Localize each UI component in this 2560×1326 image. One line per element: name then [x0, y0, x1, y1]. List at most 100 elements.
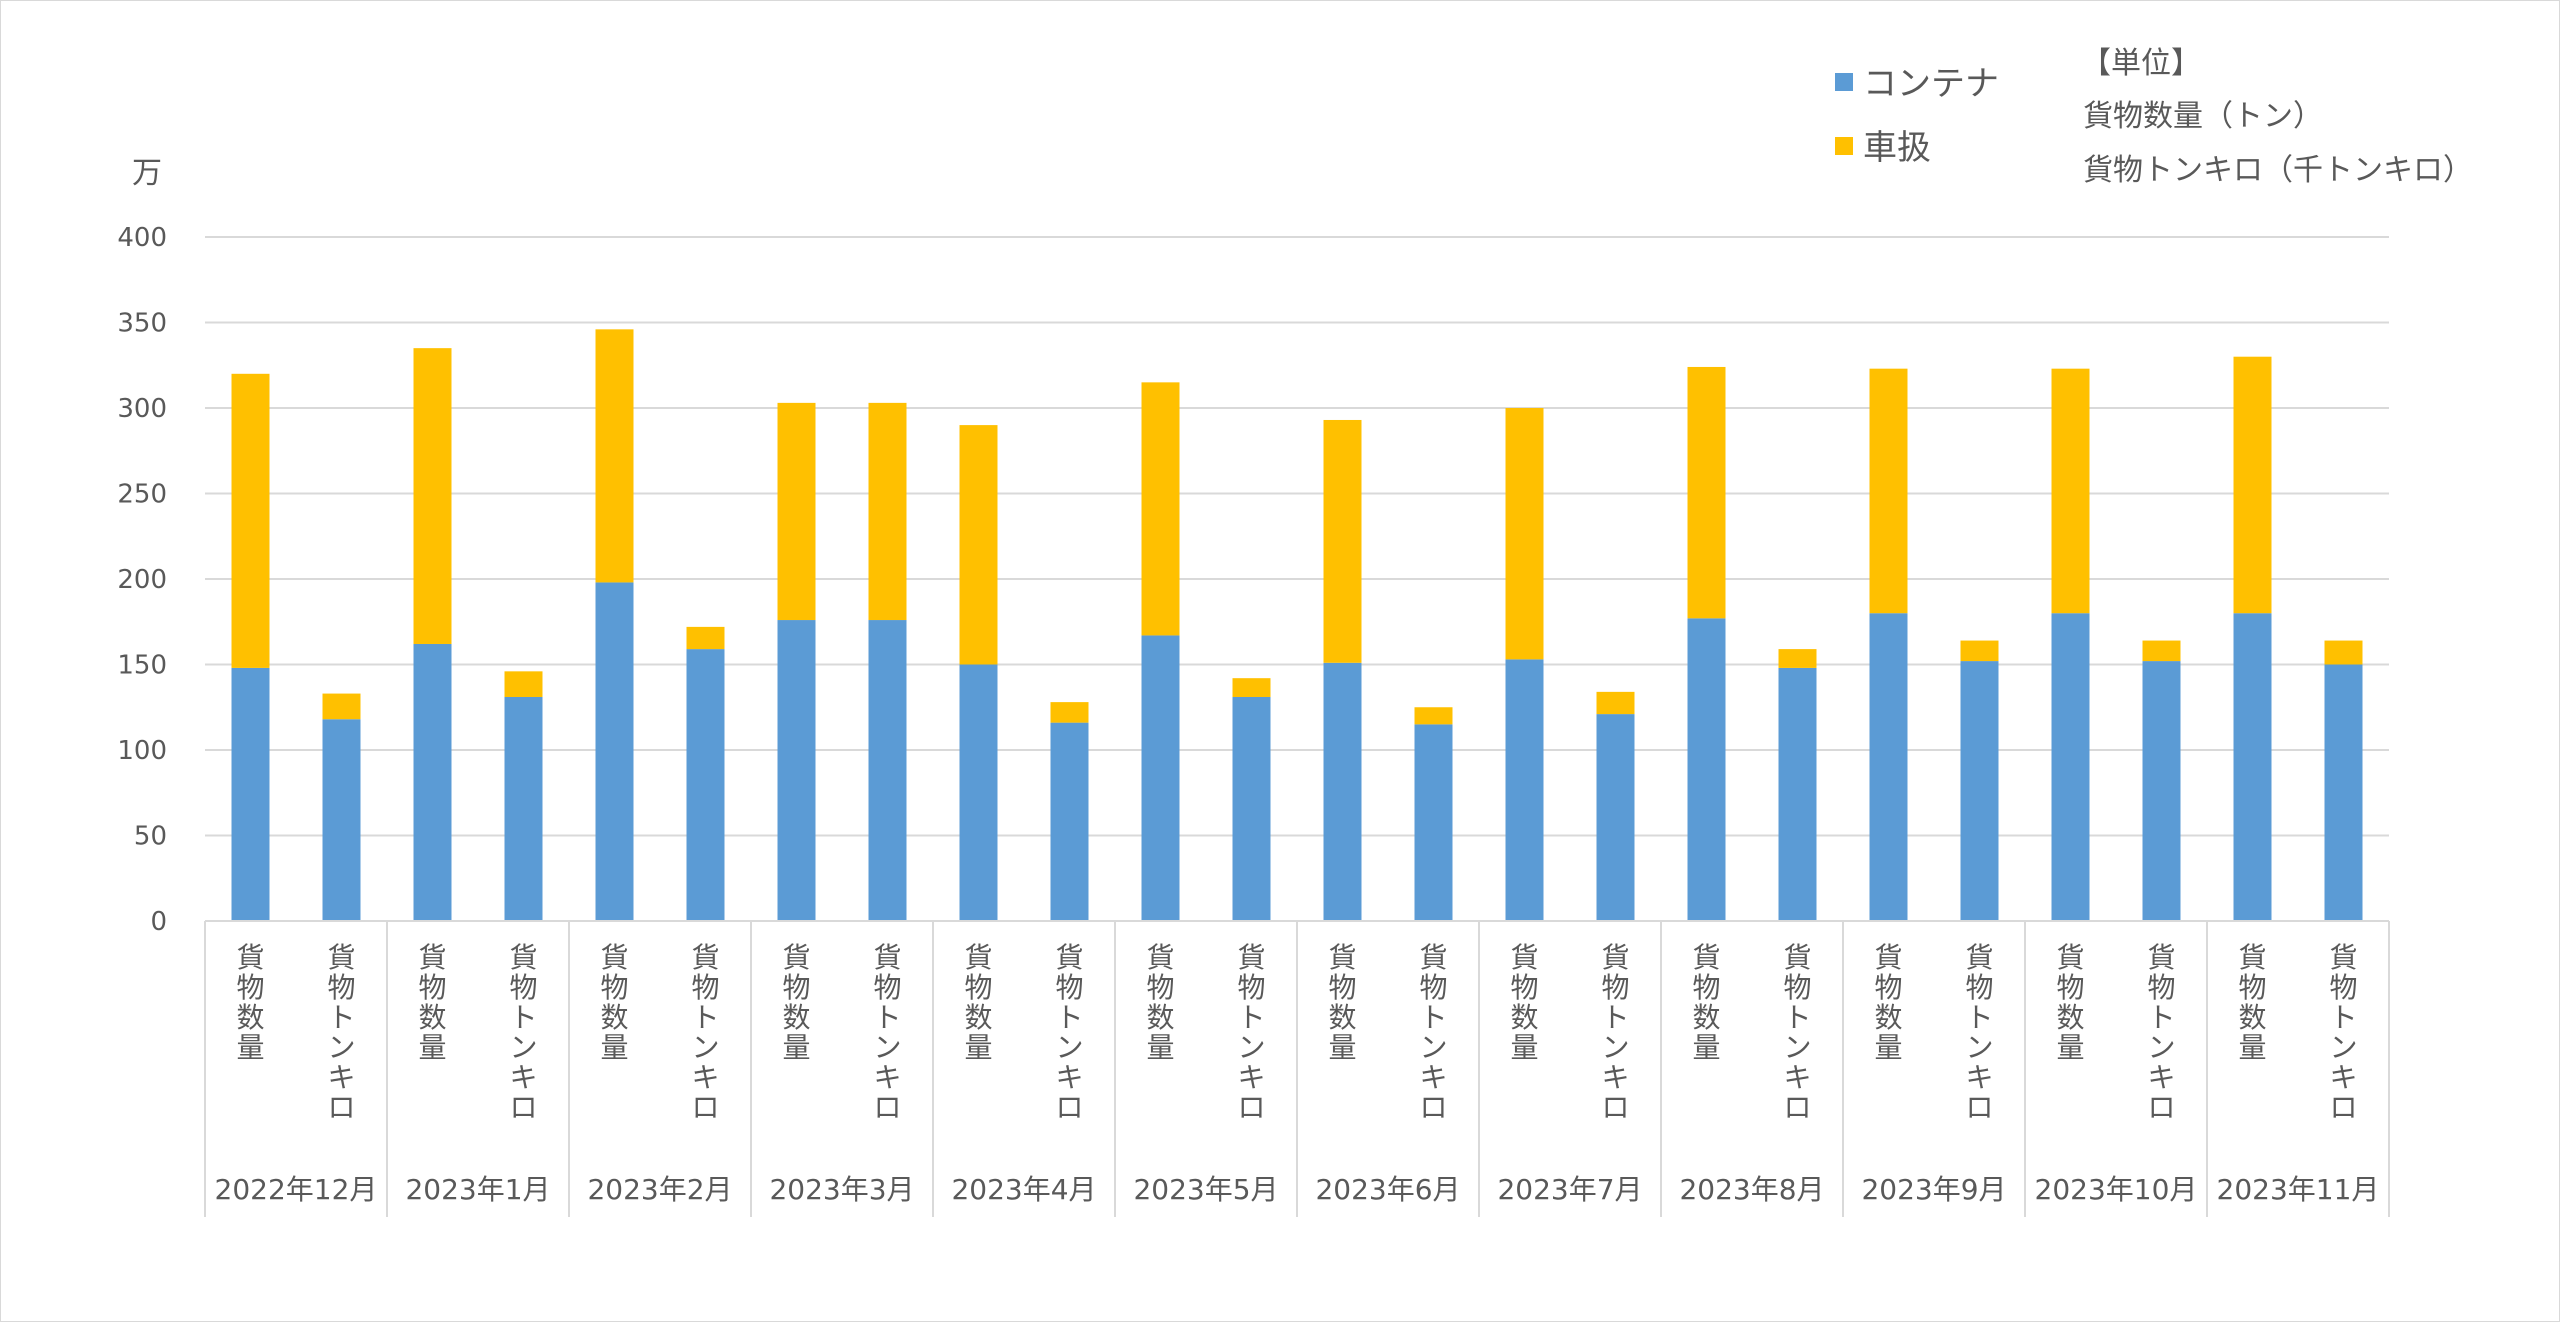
- category-label-char: ロ: [1237, 1091, 1265, 1124]
- legend-label: 車扱: [1863, 128, 1931, 168]
- category-label-char: 貨: [1692, 941, 1720, 974]
- category-label-char: 貨: [418, 941, 446, 974]
- category-label-char: 量: [1328, 1031, 1356, 1064]
- category-label-char: ン: [1965, 1031, 1993, 1064]
- category-label-char: 物: [1146, 971, 1174, 1004]
- category-label-char: ト: [691, 1001, 719, 1034]
- bar-shaatsukai: [868, 402, 907, 621]
- category-label-char: 物: [1783, 971, 1811, 1004]
- bar-shaatsukai: [777, 402, 816, 621]
- group-label: 2023年7月: [1497, 1173, 1642, 1206]
- bar-container: [1960, 661, 1999, 921]
- bar-container: [2142, 661, 2181, 921]
- category-label-char: ン: [1601, 1031, 1629, 1064]
- category-label-char: ト: [1601, 1001, 1629, 1034]
- category-label-char: 貨: [1965, 941, 1993, 974]
- category-label-char: 貨: [600, 941, 628, 974]
- bar-container: [1778, 667, 1817, 921]
- category-label-char: 貨: [1419, 941, 1447, 974]
- bar-shaatsukai: [2051, 368, 2090, 614]
- bar-container: [1141, 635, 1180, 921]
- category-label-char: ロ: [691, 1091, 719, 1124]
- bar-container: [322, 719, 361, 921]
- category-label-char: キ: [2329, 1061, 2357, 1094]
- group-label: 2023年1月: [405, 1173, 550, 1206]
- group-label: 2023年6月: [1315, 1173, 1460, 1206]
- category-label-char: 物: [509, 971, 537, 1004]
- bar-container: [1596, 714, 1635, 921]
- category-label-char: 数: [782, 1001, 810, 1034]
- bar-container: [1323, 662, 1362, 921]
- bar-shaatsukai: [1960, 640, 1999, 662]
- category-label-char: 量: [236, 1031, 264, 1064]
- category-label-char: キ: [1055, 1061, 1083, 1094]
- bar-container: [686, 649, 725, 921]
- category-label-char: 貨: [236, 941, 264, 974]
- bar-container: [1050, 722, 1089, 921]
- category-label-char: ン: [2147, 1031, 2175, 1064]
- category-label-char: 貨: [2329, 941, 2357, 974]
- units-note-line: 貨物トンキロ（千トンキロ）: [2083, 153, 2473, 188]
- category-label-char: 物: [2329, 971, 2357, 1004]
- category-label-char: 数: [236, 1001, 264, 1034]
- category-label-char: 貨: [1510, 941, 1538, 974]
- y-unit-label: 万: [132, 156, 162, 191]
- bar-shaatsukai: [595, 329, 634, 583]
- category-label-char: ン: [1237, 1031, 1265, 1064]
- bar-shaatsukai: [1141, 382, 1180, 636]
- bar-container: [777, 620, 816, 921]
- bar-shaatsukai: [1414, 707, 1453, 725]
- bar-shaatsukai: [1232, 678, 1271, 697]
- category-label-char: 数: [1874, 1001, 1902, 1034]
- category-label-char: ト: [2147, 1001, 2175, 1034]
- y-tick-label: 400: [117, 223, 167, 253]
- category-label-char: 物: [691, 971, 719, 1004]
- bar-container: [959, 664, 998, 921]
- bar-shaatsukai: [1687, 366, 1726, 619]
- category-label-char: ロ: [1601, 1091, 1629, 1124]
- category-label-char: 貨: [964, 941, 992, 974]
- category-label-char: 量: [600, 1031, 628, 1064]
- y-tick-label: 200: [117, 565, 167, 595]
- category-label-char: 量: [1510, 1031, 1538, 1064]
- bar-container: [504, 696, 543, 921]
- category-label-char: 量: [1692, 1031, 1720, 1064]
- category-label-char: 数: [2056, 1001, 2084, 1034]
- y-tick-label: 350: [117, 309, 167, 339]
- category-label-char: 物: [964, 971, 992, 1004]
- category-label-char: 貨: [509, 941, 537, 974]
- bar-container: [231, 667, 270, 921]
- category-label-char: 数: [1692, 1001, 1720, 1034]
- category-label-char: 貨: [782, 941, 810, 974]
- group-label: 2023年11月: [2217, 1173, 2380, 1206]
- category-label-char: 物: [1965, 971, 1993, 1004]
- y-tick-label: 300: [117, 394, 167, 424]
- category-label-char: 量: [1874, 1031, 1902, 1064]
- bar-shaatsukai: [1323, 419, 1362, 663]
- category-label-char: キ: [2147, 1061, 2175, 1094]
- category-label-char: 貨: [2238, 941, 2266, 974]
- category-label-char: ロ: [327, 1091, 355, 1124]
- category-label-char: 物: [1510, 971, 1538, 1004]
- legend-label: コンテナ: [1863, 64, 1999, 104]
- category-label-char: 貨: [1146, 941, 1174, 974]
- category-label-char: 物: [2147, 971, 2175, 1004]
- category-label-char: 物: [1237, 971, 1265, 1004]
- bar-shaatsukai: [1596, 691, 1635, 715]
- category-label-char: ロ: [873, 1091, 901, 1124]
- y-tick-label: 150: [117, 651, 167, 681]
- bar-shaatsukai: [2233, 356, 2272, 614]
- category-label-char: キ: [1601, 1061, 1629, 1094]
- bar-container: [1505, 659, 1544, 921]
- bar-container: [2051, 613, 2090, 921]
- category-label-char: ン: [1419, 1031, 1447, 1064]
- category-label-char: ト: [1783, 1001, 1811, 1034]
- category-label-char: 物: [600, 971, 628, 1004]
- category-label-char: 量: [2238, 1031, 2266, 1064]
- y-tick-label: 100: [117, 736, 167, 766]
- category-label-char: 量: [2056, 1031, 2084, 1064]
- category-label-char: 物: [1692, 971, 1720, 1004]
- bar-container: [2233, 613, 2272, 921]
- category-label-char: ロ: [1055, 1091, 1083, 1124]
